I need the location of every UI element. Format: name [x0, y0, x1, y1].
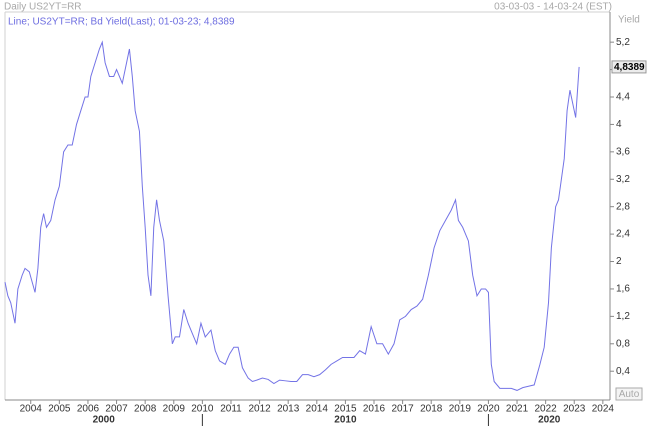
x-tick-label: 2015: [334, 404, 357, 415]
x-tick-label: 2016: [363, 404, 386, 415]
x-tick-label: 2007: [105, 404, 128, 415]
y-tick-label: 1,2: [616, 311, 630, 322]
y-tick-label: 0,4: [616, 366, 630, 377]
x-tick-label: 2024: [592, 404, 615, 415]
auto-button-label[interactable]: Auto: [619, 389, 640, 400]
y-axis-title: Yield: [618, 15, 640, 26]
x-tick-label: 2008: [134, 404, 157, 415]
header-title: Daily US2YT=RR: [4, 2, 82, 13]
decade-label: 2010: [334, 415, 357, 426]
x-tick-label: 2006: [77, 404, 100, 415]
x-tick-label: 2009: [163, 404, 186, 415]
x-tick-label: 2018: [420, 404, 443, 415]
x-tick-label: 2011: [220, 404, 242, 415]
y-tick-label: 5,2: [616, 37, 630, 48]
x-tick-label: 2022: [535, 404, 558, 415]
x-tick-label: 2010: [191, 404, 214, 415]
y-tick-label: 4,4: [616, 92, 630, 103]
y-tick-label: 1,6: [616, 284, 630, 295]
x-tick-label: 2005: [48, 404, 71, 415]
legend: Line; US2YT=RR; Bd Yield(Last); 01-03-23…: [8, 17, 235, 28]
y-tick-label: 0,8: [616, 338, 630, 349]
date-range: 03-03-03 - 14-03-24 (EST): [494, 2, 612, 13]
x-tick-label: 2021: [506, 404, 529, 415]
decade-label: 2020: [538, 415, 561, 426]
y-tick-label: 2,8: [616, 201, 630, 212]
x-tick-label: 2023: [563, 404, 586, 415]
last-value-box: [611, 60, 647, 74]
decade-label: 2000: [93, 415, 116, 426]
series-line: [4, 40, 580, 391]
x-tick-label: 2013: [277, 404, 300, 415]
x-tick-label: 2012: [248, 404, 271, 415]
last-value-label: 4,8389: [614, 62, 645, 73]
x-tick-label: 2020: [477, 404, 500, 415]
x-tick-label: 2014: [306, 404, 329, 415]
y-tick-label: 3,6: [616, 146, 630, 157]
x-tick-label: 2019: [449, 404, 472, 415]
y-tick-label: 4: [616, 119, 622, 130]
y-tick-label: 2,4: [616, 229, 630, 240]
x-tick-label: 2017: [391, 404, 414, 415]
y-tick-label: 2: [616, 256, 622, 267]
y-tick-label: 3,2: [616, 174, 630, 185]
x-tick-label: 2004: [20, 404, 43, 415]
auto-button[interactable]: [615, 387, 643, 401]
